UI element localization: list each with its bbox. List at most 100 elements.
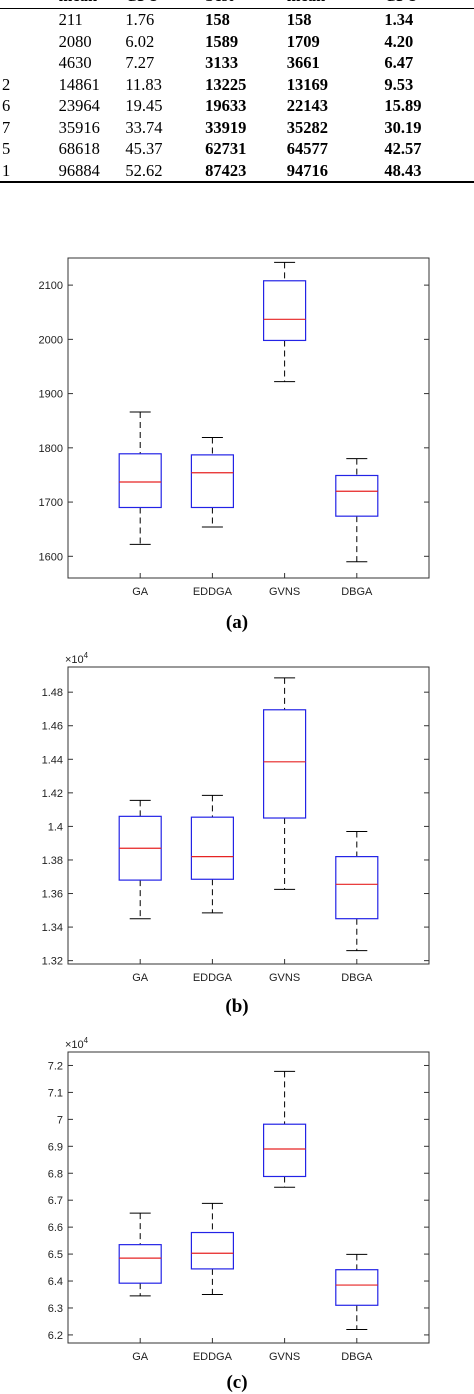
box-dbga [335, 458, 379, 563]
table-cell: 96884 [58, 160, 100, 180]
y-tick-label: 6.2 [48, 1330, 63, 1342]
boxplot-b: 1.32 1.34 1.36 1.38 1.4 1.42 1.44 1.46 1.48 ×104 G… [0, 648, 474, 993]
table-row: 4630 7.27 3133 3661 6.47 [0, 52, 474, 74]
table-cell: 87423 [205, 160, 247, 180]
iqr-box [190, 816, 234, 880]
table-cell: 6.47 [384, 53, 414, 72]
box-ga [118, 1212, 162, 1297]
table-cell: 5 [2, 139, 11, 158]
table-cell: 68618 [58, 139, 100, 158]
y-tick-label: 7 [57, 1114, 63, 1126]
y-tick-label: 7.2 [48, 1060, 63, 1072]
table-cell: 158 [205, 10, 230, 29]
caption-a: (a) [225, 612, 249, 633]
table-cell: 4.20 [384, 31, 414, 51]
y-tick-label: 6.8 [48, 1168, 63, 1180]
table-header-cell: mean [287, 0, 385, 9]
table-cell: 7.27 [125, 53, 155, 72]
result-table-fragment: meanCPUbestmeanCPU2111.761581581.3420806… [0, 0, 474, 220]
table-cell: 1.76 [125, 10, 155, 29]
table-cell: 6.02 [125, 31, 155, 51]
iqr-box [335, 856, 379, 920]
y-tick-label: 1.4 [48, 821, 63, 833]
plot-frame [67, 1051, 430, 1344]
box-dbga [335, 830, 379, 952]
x-tick-label: GA [132, 586, 149, 598]
y-tick-label: 1.44 [42, 754, 63, 766]
table-cell: 9.53 [384, 74, 414, 94]
box-eddga [190, 1202, 234, 1295]
y-tick-label: 6.5 [48, 1249, 63, 1261]
iqr-box [118, 453, 162, 509]
box-gvns [263, 677, 307, 890]
y-tick-label: 1900 [39, 389, 63, 401]
y-tick-label: 1.42 [42, 788, 63, 800]
table-cell: 19633 [205, 96, 247, 115]
result-table: meanCPUbestmeanCPU2111.761581581.3420806… [0, 0, 474, 183]
y-tick-label: 6.7 [48, 1195, 63, 1207]
boxplot-a-svg: 1600 1700 1800 1900 2000 2100 GA EDDGA GVNS DBGA [39, 257, 430, 598]
plot-frame [67, 666, 430, 965]
y-tick-label: 6.3 [48, 1303, 63, 1315]
y-tick-label: 1.48 [42, 687, 63, 699]
y-tick-label: 2000 [39, 334, 63, 346]
plot-frame [67, 257, 430, 579]
exponent-base: ×10 [65, 654, 84, 666]
table-cell: 15.89 [384, 96, 422, 115]
table-cell: 7 [2, 117, 11, 137]
table-cell: 13225 [205, 74, 247, 94]
table-cell: 2080 [58, 31, 92, 51]
table-cell: 3133 [205, 53, 239, 72]
x-tick-label: EDDGA [193, 586, 233, 598]
y-tick-label: 1600 [39, 551, 63, 563]
boxplot-c-svg: 6.2 6.3 6.4 6.5 6.6 6.7 6.8 6.9 7 7.1 7.2×104 GA EDD… [48, 1036, 430, 1363]
table-cell: 35916 [58, 117, 100, 137]
y-tick-label: 7.1 [48, 1087, 63, 1099]
box-gvns [263, 1070, 307, 1188]
table-row: 7 35916 33.74 33919 35282 30.19 [0, 117, 474, 139]
boxplot-c: 6.2 6.3 6.4 6.5 6.6 6.7 6.8 6.9 7 7.1 7.2 ×104 GA EDD… [0, 1033, 474, 1373]
y-tick-label: 6.6 [48, 1222, 63, 1234]
table-cell: 11.83 [125, 74, 162, 94]
y-tick-label: 1800 [39, 443, 63, 455]
y-tick-label: 6.4 [48, 1276, 63, 1288]
boxplot-b-svg: 1.32 1.34 1.36 1.38 1.4 1.42 1.44 1.46 1.48 ×104 G… [42, 651, 430, 984]
table-cell: 62731 [205, 139, 247, 158]
table-header-cell: CPU [125, 0, 205, 9]
y-tick-label: 1.36 [42, 889, 63, 901]
table-cell: 4630 [58, 53, 92, 72]
table-cell: 42.57 [384, 139, 422, 158]
table-cell: 1589 [205, 31, 239, 51]
table-cell: 30.19 [384, 117, 422, 137]
table-cell [0, 31, 59, 53]
table-header-row: meanCPUbestmeanCPU [0, 0, 474, 9]
table-header-cell: best [205, 0, 287, 9]
iqr-box [263, 1123, 307, 1178]
table-cell: 94716 [286, 160, 329, 180]
table-cell: 33919 [205, 117, 247, 137]
table-cell: 35282 [286, 117, 329, 137]
exponent-power: 4 [84, 651, 89, 660]
table-cell [0, 52, 59, 74]
box-dbga [335, 1253, 379, 1331]
table-cell: 22143 [286, 96, 329, 115]
y-tick-label: 1.32 [42, 956, 63, 968]
x-tick-label: GVNS [269, 1351, 300, 1363]
box-ga [118, 411, 162, 545]
table-cell: 64577 [286, 139, 329, 158]
y-tick-label: 2100 [39, 280, 63, 292]
table-cell: 1.34 [384, 10, 414, 29]
table-cell: 211 [58, 10, 83, 29]
table-cell: 45.37 [125, 139, 163, 158]
table-cell: 158 [286, 10, 312, 29]
y-exponent-label: ×104 [65, 1036, 89, 1051]
table-cell: 1709 [286, 31, 320, 51]
table-row: 2 14861 11.83 13225 13169 9.53 [0, 74, 474, 96]
iqr-box [190, 1231, 234, 1270]
y-tick-label: 1.34 [42, 922, 63, 934]
box-eddga [190, 794, 234, 914]
table-row: 6 23964 19.45 19633 22143 15.89 [0, 95, 474, 117]
x-tick-label: DBGA [341, 972, 373, 984]
iqr-box [190, 454, 234, 509]
table-header-cell [0, 0, 59, 9]
